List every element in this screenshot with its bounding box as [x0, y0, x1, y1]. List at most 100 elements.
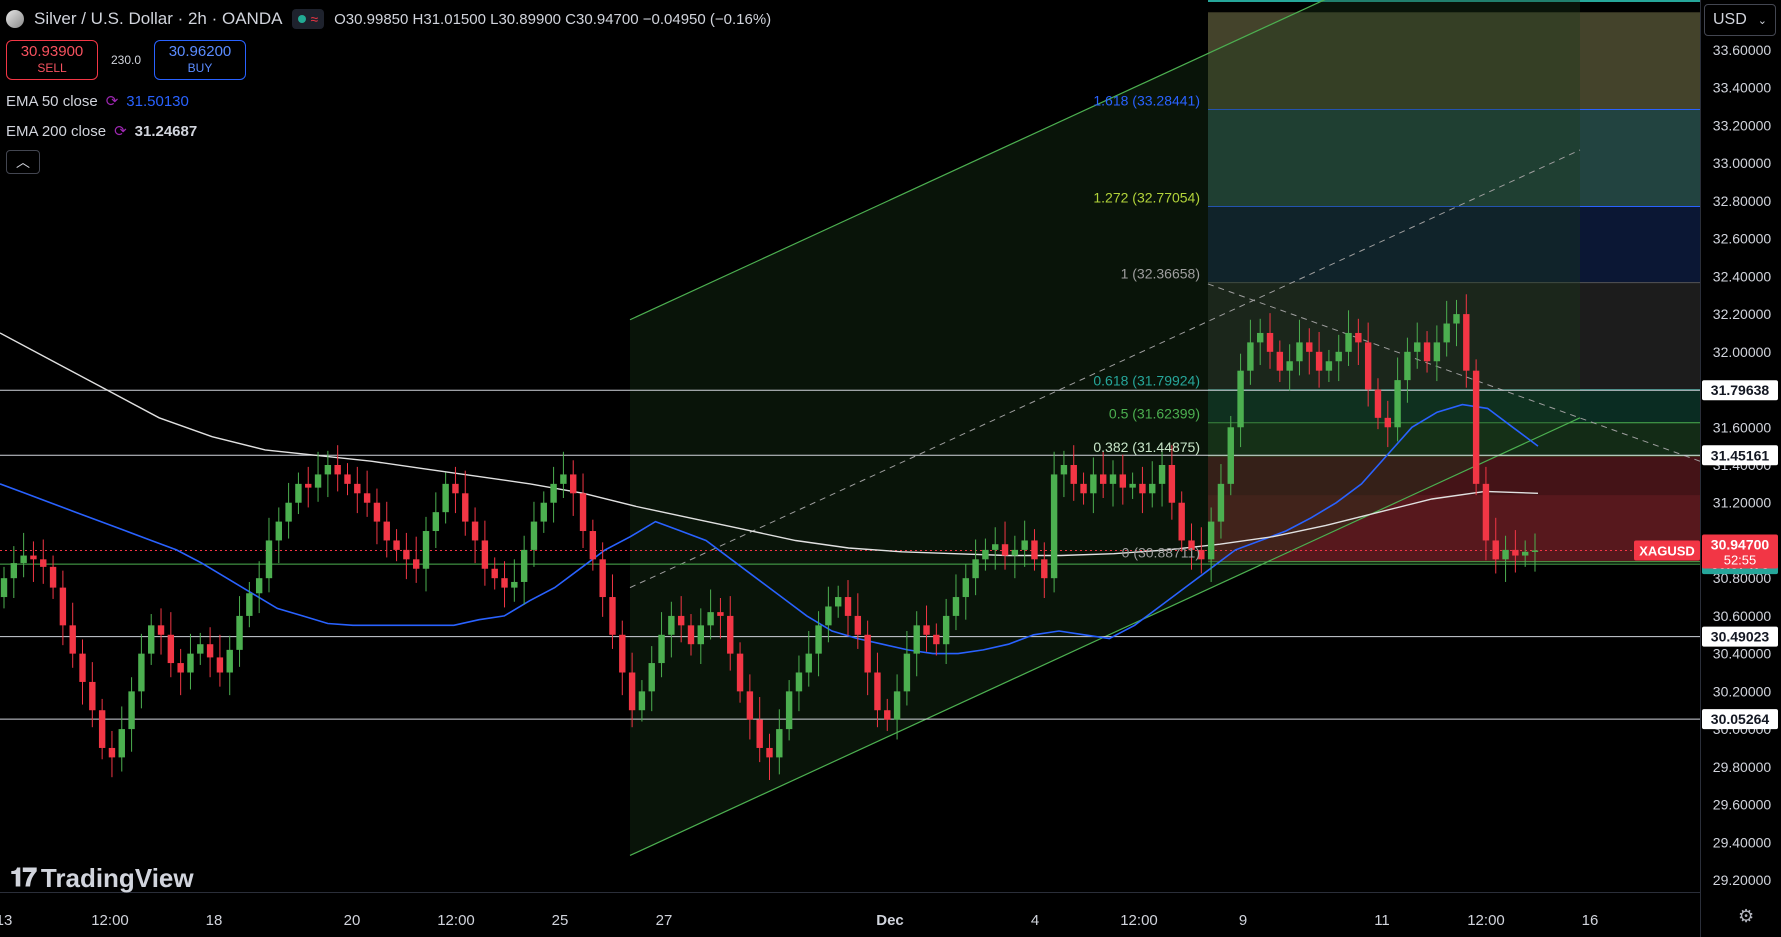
candle-body: [992, 544, 999, 550]
price-tick-label: 32.80000: [1713, 193, 1772, 209]
time-axis: 13 12:00 18 20 12:00 25 27 Dec 4 12:00 9 11 12:00 16: [0, 912, 1598, 929]
time-tick-label: 9: [1239, 912, 1247, 929]
candle-body: [776, 729, 783, 758]
candle-body: [383, 521, 390, 541]
candle-body: [756, 719, 763, 748]
candle-body: [952, 597, 960, 616]
currency-select[interactable]: USD ⌄: [1704, 4, 1776, 36]
fibonacci-labels: 1.618 (33.28441) 1.272 (32.77054) 1 (32.36…: [1093, 93, 1200, 561]
candle-body: [20, 555, 27, 564]
candle-body: [962, 578, 969, 598]
channel-upper-line: [629, 0, 1326, 321]
chevron-down-icon: ⌄: [1757, 14, 1767, 27]
candle-body: [560, 474, 567, 484]
candle-body: [619, 634, 626, 673]
current-price-tag: [1702, 534, 1778, 569]
time-tick-label: 11: [1374, 912, 1390, 929]
time-tick-label: Dec: [876, 912, 904, 929]
buy-button[interactable]: 30.96200 BUY: [154, 40, 246, 80]
candle-body: [1090, 474, 1097, 494]
candle-body: [579, 493, 587, 532]
candle-body: [491, 568, 498, 579]
market-status[interactable]: ≈: [292, 9, 325, 29]
candle-body: [570, 474, 577, 494]
candle-body: [766, 747, 773, 758]
candle-body: [1306, 342, 1313, 352]
candle-body: [1276, 351, 1284, 371]
candle-body: [138, 653, 145, 692]
channel-mid-line: [629, 149, 1581, 589]
candle-body: [1394, 380, 1401, 428]
fib-zone: [1208, 12, 1700, 110]
gear-icon[interactable]: ⚙: [1738, 906, 1755, 926]
candle-body: [324, 465, 332, 475]
fib-label: 1.272 (32.77054): [1093, 189, 1200, 205]
fib-zone: [1208, 389, 1700, 423]
candle-body: [1080, 483, 1087, 494]
indicator-ema50[interactable]: EMA 50 close ⟳ 31.50130: [6, 92, 189, 111]
candle-body: [1060, 465, 1068, 475]
candle-body: [79, 653, 86, 682]
candle-body: [206, 644, 214, 658]
sell-button[interactable]: 30.93900 SELL: [6, 40, 98, 80]
candle-body: [1345, 332, 1352, 352]
candle-body: [334, 465, 341, 475]
candle-body: [1443, 323, 1450, 343]
indicator-label: EMA 200 close: [6, 122, 107, 140]
price-tick-label: 30.80000: [1713, 570, 1772, 586]
candle-body: [668, 615, 675, 635]
candle-body: [403, 549, 410, 560]
candle-body: [481, 540, 489, 569]
level-price-tag-text: 30.49023: [1711, 629, 1770, 645]
candle-body: [59, 587, 67, 626]
brand-name: TradingView: [40, 862, 194, 893]
indicator-label: EMA 50 close: [6, 92, 98, 110]
candle-body: [314, 474, 322, 488]
trade-panel: 30.93900 SELL 230.0 30.96200 BUY: [6, 40, 246, 80]
indicator-ema200[interactable]: EMA 200 close ⟳ 31.24687: [6, 122, 197, 141]
time-tick-label: 16: [1582, 912, 1599, 929]
candle-body: [10, 563, 18, 579]
time-tick-label: 18: [206, 912, 223, 929]
candle-body: [255, 578, 263, 594]
candle-body: [275, 521, 282, 541]
candle-body: [1502, 549, 1509, 560]
candle-body: [246, 593, 253, 616]
price-tick-label: 33.40000: [1713, 80, 1772, 96]
candles: [0, 294, 1539, 781]
candle-body: [1070, 465, 1077, 484]
candle-body: [874, 672, 881, 711]
candle-body: [49, 566, 57, 588]
buy-price: 30.96200: [168, 43, 232, 60]
collapse-legend-button[interactable]: ︿: [6, 150, 40, 174]
candle-body: [795, 672, 803, 692]
time-axis-divider: [0, 892, 1700, 893]
candle-body: [511, 581, 518, 588]
candle-body: [30, 555, 37, 560]
fib-top-edge: [1208, 0, 1700, 2]
candle-body: [471, 521, 479, 541]
candle-body: [1296, 342, 1303, 362]
candle-body: [1217, 483, 1225, 522]
candle-body: [1099, 474, 1107, 484]
candle-body: [1531, 550, 1539, 552]
fib-label: 1 (32.36658): [1121, 266, 1200, 282]
time-tick-label: 25: [552, 912, 569, 929]
candle-body: [1021, 540, 1028, 550]
symbol-title[interactable]: Silver / U.S. Dollar · 2h · OANDA: [34, 9, 283, 28]
candle-body: [344, 474, 351, 484]
candle-body: [1247, 342, 1254, 371]
candle-body: [884, 710, 891, 720]
candle-body: [1384, 417, 1391, 428]
price-tick-label: 33.20000: [1713, 117, 1772, 133]
candle-body: [1001, 544, 1009, 556]
candle-body: [1011, 549, 1019, 556]
candle-body: [707, 612, 714, 626]
candle-body: [1286, 361, 1293, 371]
candle-body: [265, 540, 273, 579]
candle-body: [1050, 474, 1058, 579]
candle-body: [108, 747, 116, 758]
candle-body: [1031, 540, 1038, 560]
candle-body: [727, 615, 734, 654]
